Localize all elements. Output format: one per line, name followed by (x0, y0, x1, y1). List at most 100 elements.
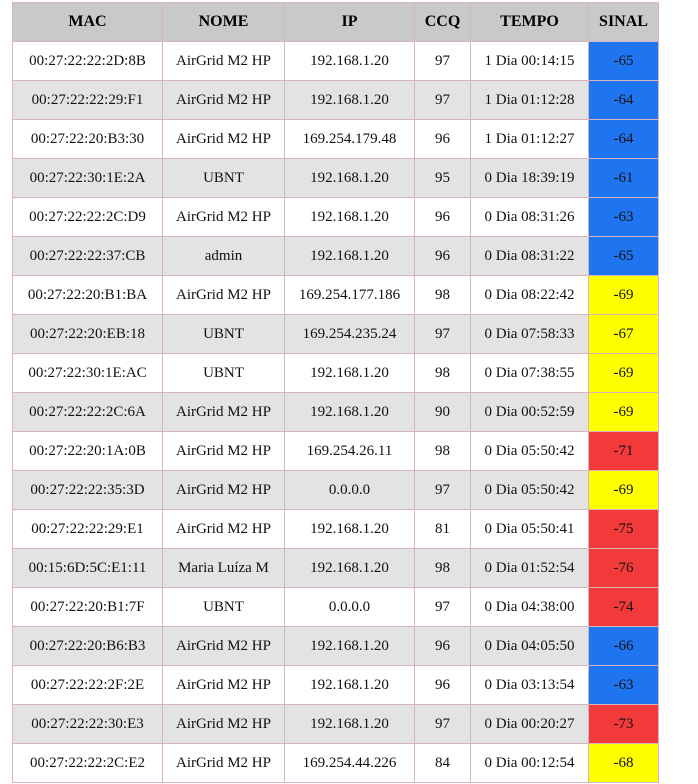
cell-tempo: 0 Dia 08:31:22 (470, 236, 589, 276)
table-row: 00:27:22:22:35:3D AirGrid M2 HP 0.0.0.0 97 0… (12, 470, 659, 510)
cell-mac: 00:27:22:30:1E:AC (12, 353, 163, 393)
cell-mac: 00:15:6D:5C:E1:11 (12, 548, 163, 588)
cell-mac: 00:27:22:22:2C:E2 (12, 743, 163, 783)
cell-nome: AirGrid M2 HP (162, 119, 285, 159)
table-row: 00:27:22:22:37:CB admin 192.168.1.20 96 0 Di… (12, 236, 659, 276)
cell-sinal: -75 (588, 509, 659, 549)
cell-ccq: 98 (414, 275, 471, 315)
table-row: 00:27:22:20:B3:30 AirGrid M2 HP 169.254.17… (12, 119, 659, 159)
cell-nome: UBNT (162, 587, 285, 627)
cell-nome: AirGrid M2 HP (162, 392, 285, 432)
cell-ccq: 97 (414, 314, 471, 354)
cell-nome: AirGrid M2 HP (162, 509, 285, 549)
cell-nome: AirGrid M2 HP (162, 704, 285, 744)
cell-nome: AirGrid M2 HP (162, 275, 285, 315)
cell-nome: AirGrid M2 HP (162, 41, 285, 81)
cell-nome: admin (162, 236, 285, 276)
cell-tempo: 0 Dia 07:58:33 (470, 314, 589, 354)
column-header-ccq[interactable]: CCQ (414, 2, 471, 42)
cell-tempo: 0 Dia 05:50:42 (470, 431, 589, 471)
cell-sinal: -73 (588, 704, 659, 744)
cell-tempo: 1 Dia 00:14:15 (470, 41, 589, 81)
cell-sinal: -68 (588, 743, 659, 783)
cell-mac: 00:27:22:20:EB:18 (12, 314, 163, 354)
cell-sinal: -65 (588, 236, 659, 276)
cell-sinal: -69 (588, 470, 659, 510)
cell-tempo: 0 Dia 04:05:50 (470, 626, 589, 666)
cell-tempo: 0 Dia 05:50:42 (470, 470, 589, 510)
column-header-sinal[interactable]: SINAL (588, 2, 659, 42)
cell-ip: 192.168.1.20 (284, 353, 415, 393)
cell-sinal: -63 (588, 197, 659, 237)
cell-ccq: 98 (414, 353, 471, 393)
cell-mac: 00:27:22:30:1E:2A (12, 158, 163, 198)
cell-mac: 00:27:22:22:30:E3 (12, 704, 163, 744)
cell-mac: 00:27:22:22:2F:2E (12, 665, 163, 705)
cell-sinal: -69 (588, 275, 659, 315)
column-header-mac[interactable]: MAC (12, 2, 163, 42)
cell-nome: Maria Luíza M (162, 548, 285, 588)
cell-nome: AirGrid M2 HP (162, 470, 285, 510)
cell-ip: 169.254.44.226 (284, 743, 415, 783)
table-row: 00:27:22:22:2F:2E AirGrid M2 HP 192.168.1.… (12, 665, 659, 705)
table-row: 00:15:6D:5C:E1:11 Maria Luíza M 192.168.1.… (12, 548, 659, 588)
cell-nome: AirGrid M2 HP (162, 197, 285, 237)
cell-mac: 00:27:22:20:B6:B3 (12, 626, 163, 666)
cell-ip: 192.168.1.20 (284, 704, 415, 744)
cell-mac: 00:27:22:22:37:CB (12, 236, 163, 276)
cell-ip: 192.168.1.20 (284, 509, 415, 549)
cell-nome: UBNT (162, 158, 285, 198)
cell-ip: 0.0.0.0 (284, 587, 415, 627)
cell-mac: 00:27:22:22:2C:D9 (12, 197, 163, 237)
cell-mac: 00:27:22:22:29:E1 (12, 509, 163, 549)
cell-tempo: 0 Dia 00:12:54 (470, 743, 589, 783)
cell-ccq: 97 (414, 470, 471, 510)
cell-ccq: 95 (414, 158, 471, 198)
column-header-ip[interactable]: IP (284, 2, 415, 42)
cell-mac: 00:27:22:20:B1:BA (12, 275, 163, 315)
cell-sinal: -71 (588, 431, 659, 471)
cell-tempo: 0 Dia 03:13:54 (470, 665, 589, 705)
cell-ccq: 98 (414, 431, 471, 471)
cell-sinal: -69 (588, 392, 659, 432)
cell-sinal: -67 (588, 314, 659, 354)
column-header-tempo[interactable]: TEMPO (470, 2, 589, 42)
column-header-nome[interactable]: NOME (162, 2, 285, 42)
table-row: 00:27:22:30:1E:AC UBNT 192.168.1.20 98 0 Dia… (12, 353, 659, 393)
cell-mac: 00:27:22:20:1A:0B (12, 431, 163, 471)
cell-tempo: 0 Dia 08:22:42 (470, 275, 589, 315)
cell-tempo: 0 Dia 00:20:27 (470, 704, 589, 744)
cell-ip: 192.168.1.20 (284, 236, 415, 276)
cell-mac: 00:27:22:22:29:F1 (12, 80, 163, 120)
cell-tempo: 0 Dia 05:50:41 (470, 509, 589, 549)
cell-ip: 192.168.1.20 (284, 41, 415, 81)
cell-ccq: 97 (414, 704, 471, 744)
cell-sinal: -65 (588, 41, 659, 81)
cell-ccq: 96 (414, 665, 471, 705)
table-row: 00:27:22:22:2C:E2 AirGrid M2 HP 169.254.44… (12, 743, 659, 783)
cell-ip: 192.168.1.20 (284, 665, 415, 705)
cell-nome: AirGrid M2 HP (162, 431, 285, 471)
table-row: 00:27:22:22:2C:6A AirGrid M2 HP 192.168.1.… (12, 392, 659, 432)
cell-tempo: 1 Dia 01:12:27 (470, 119, 589, 159)
table-row: 00:27:22:20:B1:7F UBNT 0.0.0.0 97 0 Dia 04:3… (12, 587, 659, 627)
cell-ip: 169.254.177.186 (284, 275, 415, 315)
cell-ccq: 96 (414, 626, 471, 666)
cell-ip: 192.168.1.20 (284, 392, 415, 432)
cell-ccq: 98 (414, 548, 471, 588)
cell-tempo: 0 Dia 01:52:54 (470, 548, 589, 588)
cell-sinal: -69 (588, 353, 659, 393)
cell-sinal: -63 (588, 665, 659, 705)
table-row: 00:27:22:20:B1:BA AirGrid M2 HP 169.254.17… (12, 275, 659, 315)
cell-mac: 00:27:22:22:2D:8B (12, 41, 163, 81)
cell-sinal: -61 (588, 158, 659, 198)
cell-nome: AirGrid M2 HP (162, 665, 285, 705)
cell-ccq: 96 (414, 119, 471, 159)
cell-ip: 169.254.235.24 (284, 314, 415, 354)
cell-nome: AirGrid M2 HP (162, 743, 285, 783)
cell-sinal: -64 (588, 119, 659, 159)
table-row: 00:27:22:20:B6:B3 AirGrid M2 HP 192.168.1.… (12, 626, 659, 666)
cell-mac: 00:27:22:20:B1:7F (12, 587, 163, 627)
cell-mac: 00:27:22:22:2C:6A (12, 392, 163, 432)
cell-ip: 192.168.1.20 (284, 626, 415, 666)
